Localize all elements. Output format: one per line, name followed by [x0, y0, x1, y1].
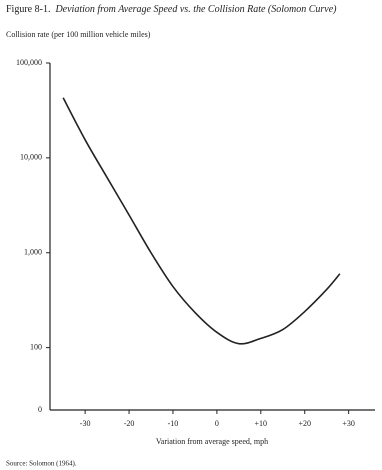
y-tick-label: 100,000 [16, 58, 42, 67]
x-tick-label: -30 [80, 419, 91, 428]
y-axis-label: Collision rate (per 100 million vehicle … [6, 30, 151, 39]
y-tick-label: 100 [30, 342, 42, 351]
y-tick-label: 1,000 [24, 248, 42, 257]
figure-label: Figure 8-1. [6, 4, 51, 15]
chart-title: Figure 8-1. Deviation from Average Speed… [6, 4, 376, 16]
x-tick-label: 0 [215, 419, 219, 428]
source: Source: Solomon (1964). [6, 460, 77, 468]
y-origin-label: 0 [38, 405, 42, 414]
x-tick-label: +10 [255, 419, 268, 428]
title-text: Deviation from Average Speed vs. the Col… [55, 4, 337, 15]
y-tick-label: 10,000 [20, 153, 42, 162]
x-tick-label: -10 [168, 419, 179, 428]
x-axis-label: Variation from average speed, mph [156, 437, 268, 446]
data-line [62, 97, 341, 345]
x-tick-label: +20 [298, 419, 311, 428]
x-tick-label: -20 [124, 419, 135, 428]
x-tick-label: +30 [342, 419, 355, 428]
